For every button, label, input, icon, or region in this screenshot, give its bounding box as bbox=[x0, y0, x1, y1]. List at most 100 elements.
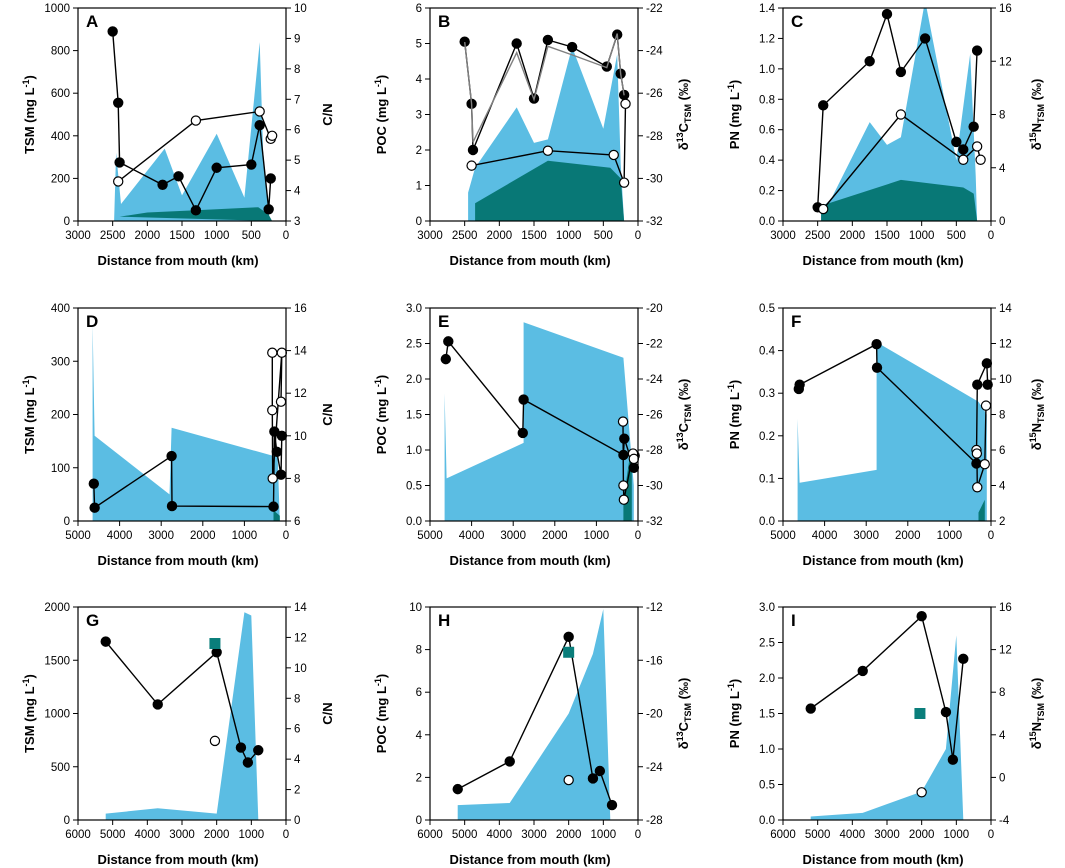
x-tick-label: 3000 bbox=[770, 230, 796, 242]
series-tsm-marker bbox=[235, 742, 247, 753]
y2-tick-label: -16 bbox=[646, 655, 663, 667]
series--15n-square-marker bbox=[914, 708, 926, 719]
series-tsm-marker bbox=[263, 204, 274, 215]
y-tick-label: 2 bbox=[416, 772, 422, 784]
y2-tick-label: 7 bbox=[294, 94, 300, 106]
y-tick-label: 0 bbox=[416, 815, 422, 827]
x-tick-label: 2500 bbox=[452, 230, 478, 242]
series--13c-open-marker bbox=[618, 177, 630, 188]
x-tick-label: 2000 bbox=[909, 829, 935, 841]
x-tick-label: 500 bbox=[947, 230, 966, 242]
x-tick-label: 3000 bbox=[65, 230, 91, 242]
panel-d: 5000 4000 3000 2000 1000 0 0 100 200 300 400 6 8 10 12… bbox=[21, 303, 335, 568]
y2-tick-label: -22 bbox=[646, 339, 663, 351]
x-tick-label: 0 bbox=[635, 530, 641, 542]
y2-tick-label: 3 bbox=[294, 216, 300, 228]
y2-axis-title: C/N bbox=[320, 103, 335, 125]
y2-axis-title: C/N bbox=[320, 403, 335, 425]
x-axis-title: Distance from mouth (km) bbox=[802, 253, 963, 268]
y-tick-label: 0.1 bbox=[759, 473, 775, 485]
y-tick-label: 600 bbox=[51, 88, 70, 100]
y-axis-title: PN (mg L-1) bbox=[726, 380, 742, 449]
y2-tick-label: 6 bbox=[294, 724, 300, 736]
x-tick-label: 3000 bbox=[500, 530, 526, 542]
series-pn-marker bbox=[871, 339, 882, 350]
series--15n-marker bbox=[975, 154, 986, 165]
series--15n-marker bbox=[916, 787, 927, 798]
y-tick-label: 0.4 bbox=[759, 346, 776, 358]
y2-tick-label: -20 bbox=[646, 303, 663, 315]
series-poc-marker bbox=[619, 433, 630, 444]
series-pn-marker bbox=[982, 379, 993, 390]
x-tick-label: 1000 bbox=[909, 230, 935, 242]
panel-b: 3000 2500 2000 1500 1000 500 0 0 1 2 3 4 5 6 -32 -30 -28… bbox=[373, 3, 693, 268]
y-tick-label: 0.2 bbox=[759, 431, 775, 443]
x-tick-label: 4000 bbox=[459, 530, 485, 542]
series-poc-marker bbox=[606, 799, 618, 811]
y2-tick-label: -4 bbox=[999, 815, 1010, 827]
y-axis-title: POC (mg L-1) bbox=[373, 75, 389, 155]
x-tick-label: 2000 bbox=[487, 230, 513, 242]
x-tick-label: 4000 bbox=[135, 829, 161, 841]
y-axis-title: TSM (mg L-1) bbox=[21, 375, 37, 454]
x-tick-label: 3000 bbox=[874, 829, 900, 841]
y2-tick-label: -30 bbox=[646, 173, 663, 185]
series-pn-marker bbox=[919, 33, 931, 44]
y-tick-label: 800 bbox=[51, 46, 70, 58]
y2-axis-title: C/N bbox=[320, 702, 335, 724]
y-tick-label: 0 bbox=[64, 815, 70, 827]
x-axis-title: Distance from mouth (km) bbox=[802, 553, 963, 568]
series-tsm-marker bbox=[265, 173, 276, 184]
y-tick-label: 4 bbox=[416, 730, 423, 742]
series--13c-open-marker bbox=[620, 98, 631, 110]
y2-tick-label: 10 bbox=[294, 3, 307, 15]
x-tick-label: 2000 bbox=[135, 230, 161, 242]
y2-tick-label: 10 bbox=[999, 374, 1012, 386]
series-tsm-marker bbox=[242, 757, 254, 768]
y2-tick-label: 16 bbox=[999, 3, 1012, 15]
y2-tick-label: 6 bbox=[294, 125, 300, 137]
y-tick-label: 6 bbox=[416, 687, 422, 699]
y2-axis-title: δ15NTSM (‰) bbox=[1028, 79, 1046, 151]
series-pn-marker bbox=[881, 8, 893, 20]
x-axis-title: Distance from mouth (km) bbox=[802, 852, 963, 867]
series-poc-marker bbox=[563, 631, 574, 643]
series-tsm-marker bbox=[166, 500, 178, 512]
area-light bbox=[92, 324, 280, 521]
series-c-n-marker bbox=[267, 473, 278, 484]
x-tick-label: 6000 bbox=[417, 829, 443, 841]
x-tick-label: 1000 bbox=[937, 530, 963, 542]
y-tick-label: 2000 bbox=[44, 602, 70, 614]
x-tick-label: 6000 bbox=[65, 829, 91, 841]
x-tick-label: 5000 bbox=[805, 829, 831, 841]
y-tick-label: 0.0 bbox=[759, 216, 775, 228]
series--15n-marker bbox=[979, 459, 990, 470]
x-tick-label: 2000 bbox=[542, 530, 568, 542]
y2-tick-label: -12 bbox=[646, 602, 663, 614]
y2-tick-label: 2 bbox=[294, 785, 300, 797]
y-tick-label: 1000 bbox=[44, 709, 70, 721]
series-tsm-marker bbox=[173, 171, 184, 182]
x-tick-label: 1000 bbox=[204, 230, 230, 242]
series-tsm-marker bbox=[157, 179, 168, 190]
x-tick-label: 1000 bbox=[232, 530, 258, 542]
series-pn-marker bbox=[940, 706, 952, 718]
series-tsm-marker bbox=[190, 205, 202, 216]
area-dark bbox=[978, 499, 985, 521]
y2-tick-label: 8 bbox=[999, 110, 1005, 122]
y2-tick-label: 8 bbox=[294, 693, 300, 705]
area-light bbox=[105, 612, 259, 820]
y-tick-label: 0 bbox=[64, 516, 70, 528]
x-tick-label: 6000 bbox=[770, 829, 796, 841]
series--13c-marker bbox=[628, 453, 640, 465]
series-poc-marker bbox=[518, 394, 529, 405]
series-pn-marker bbox=[794, 379, 805, 390]
y2-tick-label: 12 bbox=[294, 388, 307, 400]
panel-g: 6000 5000 4000 3000 2000 1000 0050010001500200… bbox=[21, 602, 335, 867]
y-tick-label: 0 bbox=[64, 216, 70, 228]
y2-axis-title: δ15NTSM (‰) bbox=[1028, 678, 1046, 750]
y-tick-label: 0 bbox=[416, 216, 422, 228]
x-tick-label: 0 bbox=[988, 829, 994, 841]
area-light bbox=[444, 322, 634, 521]
series-tsm-marker bbox=[276, 430, 288, 441]
